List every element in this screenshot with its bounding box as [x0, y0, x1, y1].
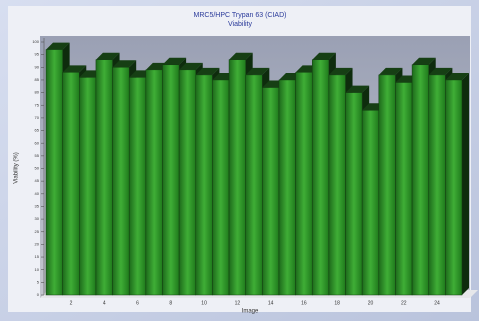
y-tick-label: 40 [35, 191, 40, 196]
bar-top [345, 85, 370, 93]
x-axis-label: Image [242, 309, 259, 315]
bar-top [46, 42, 70, 50]
x-tick-label: 22 [401, 300, 407, 306]
bar [395, 82, 413, 296]
bar [245, 74, 263, 296]
bar [428, 74, 446, 296]
chart-title: MRC5/HPC Trypan 63 (CIAD) [194, 12, 287, 19]
bar [212, 79, 230, 296]
bar [62, 72, 80, 296]
bar [145, 69, 163, 296]
bar [195, 74, 213, 296]
bar [162, 64, 180, 296]
bar [328, 74, 346, 296]
x-tick-label: 14 [268, 300, 274, 306]
bar [295, 72, 313, 296]
bar-top [229, 52, 253, 60]
x-tick-label: 12 [235, 300, 241, 306]
bar [128, 77, 147, 296]
y-tick-label: 70 [35, 115, 40, 120]
bar [178, 69, 197, 296]
x-tick-label: 16 [301, 300, 307, 306]
y-tick-label: 60 [35, 140, 40, 145]
bar-top [95, 52, 120, 60]
y-tick-label: 100 [32, 39, 39, 44]
y-tick-label: 35 [35, 204, 40, 209]
bar-top [112, 60, 137, 68]
y-tick-label: 45 [35, 178, 40, 183]
bar [95, 59, 113, 296]
bar [262, 87, 280, 296]
bar-side [462, 72, 469, 295]
bar [445, 79, 463, 296]
y-tick-label: 75 [35, 102, 40, 107]
y-tick-label: 0 [37, 292, 40, 297]
bar-top [445, 72, 469, 80]
bar [112, 67, 130, 296]
y-tick-label: 15 [35, 254, 40, 259]
bar-top [428, 67, 453, 75]
bar [345, 92, 363, 296]
y-axis-label: Viability (%) [14, 152, 20, 184]
y-tick-label: 95 [35, 52, 40, 57]
bar-top [378, 67, 403, 75]
bar-top [62, 65, 87, 73]
bar [228, 59, 246, 296]
chart-subtitle: Viability [228, 21, 252, 28]
y-tick-label: 85 [35, 77, 40, 82]
x-tick-label: 10 [201, 300, 207, 306]
x-tick-label: 18 [334, 300, 340, 306]
y-tick-label: 10 [35, 267, 40, 272]
bar-top [179, 62, 203, 70]
bar [45, 49, 63, 296]
y-tick-label: 20 [35, 241, 40, 246]
bar [278, 79, 296, 296]
bar-top [312, 52, 336, 60]
y-tick-label: 55 [35, 153, 40, 158]
x-tick-label: 4 [103, 300, 106, 306]
bar-top [195, 67, 220, 75]
bar [311, 59, 330, 296]
x-tick-label: 8 [169, 300, 172, 306]
x-tick-label: 20 [368, 300, 374, 306]
y-tick-label: 65 [35, 128, 40, 133]
x-tick-label: 6 [136, 300, 139, 306]
x-tick-label: 24 [434, 300, 440, 306]
bar-top [412, 57, 436, 65]
y-tick-label: 30 [35, 216, 40, 221]
y-tick-label: 80 [35, 90, 40, 95]
bar [361, 110, 380, 296]
bar-top [162, 57, 187, 65]
bar-top [328, 67, 353, 75]
y-tick-label: 50 [35, 166, 40, 171]
y-tick-label: 25 [35, 229, 40, 234]
bar-top [245, 67, 270, 75]
bar [411, 64, 429, 296]
bar [378, 74, 396, 296]
bar [79, 77, 97, 296]
x-tick-label: 2 [70, 300, 73, 306]
y-tick-label: 5 [37, 279, 40, 284]
y-tick-label: 90 [35, 64, 40, 69]
